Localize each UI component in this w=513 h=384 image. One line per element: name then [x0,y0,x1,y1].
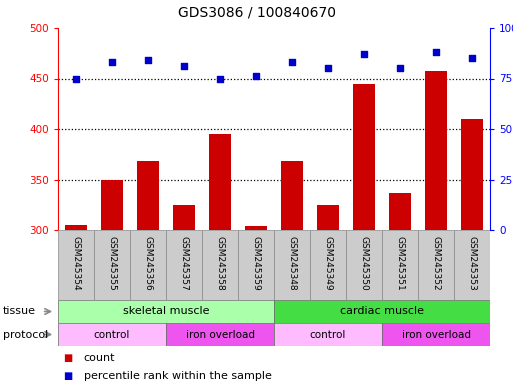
Bar [101,179,123,230]
Bar [245,226,267,230]
Bar [94,230,130,300]
Text: GSM245357: GSM245357 [180,236,188,291]
Text: control: control [310,329,346,339]
Point [180,63,188,70]
Bar [58,230,94,300]
Bar [389,193,411,230]
Point [216,75,224,81]
Text: control: control [94,329,130,339]
Bar [130,230,166,300]
Point [252,73,260,79]
Point [324,65,332,71]
Point [108,59,116,65]
Bar [418,230,454,300]
Bar [166,230,202,300]
Bar [274,323,382,346]
Text: count: count [84,353,115,363]
Text: GDS3086 / 100840670: GDS3086 / 100840670 [177,6,336,20]
Bar [137,161,159,230]
Text: protocol: protocol [3,329,48,339]
Bar [317,205,339,230]
Bar [58,323,166,346]
Text: percentile rank within the sample: percentile rank within the sample [84,371,271,381]
Bar [382,230,418,300]
Bar [209,134,231,230]
Bar [274,230,310,300]
Text: cardiac muscle: cardiac muscle [340,306,424,316]
Bar [65,225,87,230]
Text: skeletal muscle: skeletal muscle [123,306,209,316]
Point [288,59,296,65]
Text: GSM245348: GSM245348 [287,236,297,291]
Point [72,75,80,81]
Bar [382,323,490,346]
Text: GSM245353: GSM245353 [467,236,477,291]
Text: GSM245359: GSM245359 [251,236,261,291]
Text: GSM245350: GSM245350 [360,236,368,291]
Text: GSM245355: GSM245355 [108,236,116,291]
Text: GSM245358: GSM245358 [215,236,225,291]
Text: iron overload: iron overload [186,329,254,339]
Bar [310,230,346,300]
Bar [166,323,274,346]
Bar [202,230,238,300]
Bar [353,84,375,230]
Bar [346,230,382,300]
Bar [454,230,490,300]
Text: GSM245352: GSM245352 [431,236,441,291]
Text: tissue: tissue [3,306,35,316]
Text: iron overload: iron overload [402,329,470,339]
Bar [58,300,274,323]
Bar [173,205,195,230]
Text: GSM245354: GSM245354 [71,236,81,291]
Bar [461,119,483,230]
Text: ■: ■ [63,371,72,381]
Point [468,55,476,61]
Bar [425,71,447,230]
Point [144,57,152,63]
Bar [281,161,303,230]
Point [396,65,404,71]
Bar [274,300,490,323]
Text: ■: ■ [63,353,72,363]
Point [360,51,368,57]
Text: GSM245349: GSM245349 [324,236,332,291]
Bar [238,230,274,300]
Point [432,49,440,55]
Text: GSM245351: GSM245351 [396,236,404,291]
Text: GSM245356: GSM245356 [144,236,152,291]
